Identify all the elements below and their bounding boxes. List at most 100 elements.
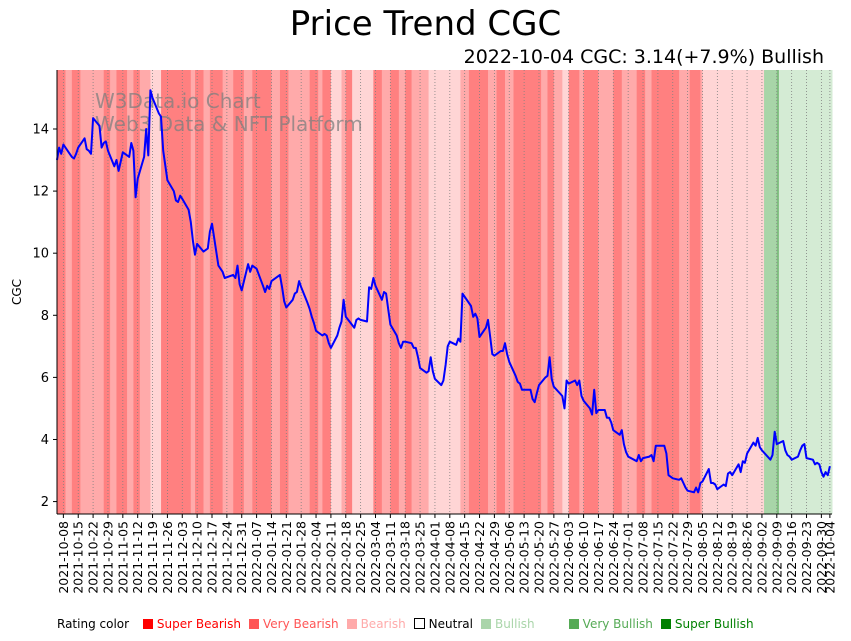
rating-band-bearish: [271, 70, 281, 514]
watermark-text: W3Data.io Chart: [95, 89, 261, 113]
y-tick-label: 14: [32, 122, 49, 137]
y-tick-label: 6: [41, 371, 49, 386]
rating-band-very-bearish: [345, 70, 353, 514]
x-tick-label: 2021-11-12: [130, 521, 145, 594]
x-tick-label: 2022-03-04: [368, 521, 383, 594]
rating-band-very-bearish: [57, 70, 66, 514]
rating-band-light-bearish: [352, 70, 360, 514]
legend-item-label: Neutral: [428, 617, 473, 631]
rating-band-bearish: [288, 70, 311, 514]
rating-band-light-bearish: [330, 70, 343, 514]
grid-lines: [62, 70, 831, 514]
rating-band-very-bearish: [613, 70, 623, 514]
rating-band-very-bearish: [133, 70, 141, 514]
rating-band-bearish: [139, 70, 151, 514]
legend-swatch: [660, 619, 671, 629]
rating-band-bearish: [243, 70, 253, 514]
rating-band-bearish: [203, 70, 211, 514]
rating-bands: [57, 70, 833, 514]
rating-band-bearish: [80, 70, 105, 514]
x-tick-label: 2022-06-17: [591, 521, 606, 594]
x-tick-label: 2022-01-07: [249, 521, 264, 594]
legend-item: Neutral: [413, 617, 477, 631]
x-tick-label: 2022-01-28: [294, 521, 309, 594]
rating-band-very-bearish: [405, 70, 413, 514]
x-tick-label: 2021-10-22: [86, 521, 101, 594]
rating-band-very-bearish: [547, 70, 555, 514]
legend-item: Bearish: [346, 617, 410, 631]
x-tick-label: 2022-04-08: [442, 521, 457, 594]
rating-band-very-bearish: [322, 70, 332, 514]
x-tick-label: 2022-07-08: [636, 521, 651, 594]
x-tick-label: 2022-05-27: [546, 521, 561, 594]
watermark-text: Web3 Data & NFT Platform: [95, 112, 363, 136]
legend-swatch: [480, 619, 491, 629]
legend-swatch: [142, 619, 153, 629]
x-tick-label: 2021-12-31: [234, 521, 249, 594]
y-tick-label: 10: [32, 247, 49, 262]
x-tick-label: 2022-09-09: [769, 521, 784, 594]
x-tick-label: 2022-02-11: [323, 521, 338, 594]
x-tick-label: 2022-04-15: [457, 521, 472, 594]
x-tick-label: 2022-09-02: [754, 521, 769, 594]
legend-label: Rating color: [57, 617, 130, 631]
rating-band-bearish: [579, 70, 585, 514]
y-tick-label: 4: [41, 433, 49, 448]
rating-band-bearish: [553, 70, 563, 514]
legend-item-label: Super Bearish: [156, 617, 241, 631]
legend-item-label: Super Bullish: [674, 617, 754, 631]
rating-band-very-bearish: [161, 70, 192, 514]
x-tick-label: 2021-12-10: [190, 521, 205, 594]
rating-band-very-bearish: [209, 70, 224, 514]
x-tick-label: 2021-11-05: [115, 521, 130, 594]
legend: Rating color Super Bearish Very Bearish Be…: [57, 617, 766, 631]
x-tick-label: 2022-03-25: [413, 521, 428, 594]
legend-item: Bullish: [480, 617, 539, 631]
legend-item: Very Bearish: [248, 617, 343, 631]
x-tick-label: 2022-09-30: [814, 521, 829, 594]
rating-band-light-bearish: [150, 70, 162, 514]
y-tick-label: 8: [41, 309, 49, 324]
x-tick-label: 2021-11-19: [145, 521, 160, 594]
x-tick-label: 2022-05-20: [531, 521, 546, 594]
x-tick-label: 2021-12-17: [205, 521, 220, 594]
legend-item-label: Very Bearish: [262, 617, 339, 631]
x-tick-label: 2021-12-24: [219, 521, 234, 594]
rating-band-bearish: [65, 70, 73, 514]
rating-band-bearish: [679, 70, 691, 514]
x-tick-label: 2022-02-18: [338, 521, 353, 594]
rating-band-bearish: [381, 70, 391, 514]
x-tick-label: 2021-12-03: [175, 521, 190, 594]
x-tick-label: 2022-05-06: [502, 521, 517, 594]
x-tick-label: 2022-03-18: [398, 521, 413, 594]
x-tick-label: 2022-02-25: [353, 521, 368, 594]
chart-subtitle: 2022-10-04 CGC: 3.14(+7.9%) Bullish: [463, 46, 824, 68]
x-tick-label: 2022-01-21: [279, 521, 294, 594]
rating-band-very-bearish: [636, 70, 646, 514]
legend-item: Very Bullish: [568, 617, 657, 631]
x-tick-label: 2022-04-01: [427, 521, 442, 594]
rating-band-bearish: [398, 70, 406, 514]
rating-band-very-bearish: [583, 70, 599, 514]
x-tick-label: 2022-08-26: [740, 521, 755, 594]
rating-band-very-bearish: [116, 70, 128, 514]
x-tick-label: 2022-08-12: [710, 521, 725, 594]
rating-band-bearish: [222, 70, 234, 514]
x-tick-label: 2022-04-29: [487, 521, 502, 594]
rating-band-very-bearish: [309, 70, 319, 514]
rating-band-very-bearish: [513, 70, 542, 514]
x-tick-label: 2021-10-29: [100, 521, 115, 594]
legend-item: Super Bullish: [660, 617, 758, 631]
rating-band-very-bearish: [689, 70, 701, 514]
x-tick-label: 2022-09-16: [784, 521, 799, 594]
x-tick-label: 2021-11-26: [160, 521, 175, 594]
x-tick-label: 2022-08-19: [725, 521, 740, 594]
x-tick-label: 2022-06-10: [576, 521, 591, 594]
rating-band-light-bearish: [358, 70, 374, 514]
rating-band-light-bearish: [428, 70, 461, 514]
legend-item: Super Bearish: [142, 617, 245, 631]
legend-swatch: [346, 619, 357, 629]
x-tick-label: 2022-04-22: [472, 521, 487, 594]
y-tick-label: 12: [32, 185, 49, 200]
